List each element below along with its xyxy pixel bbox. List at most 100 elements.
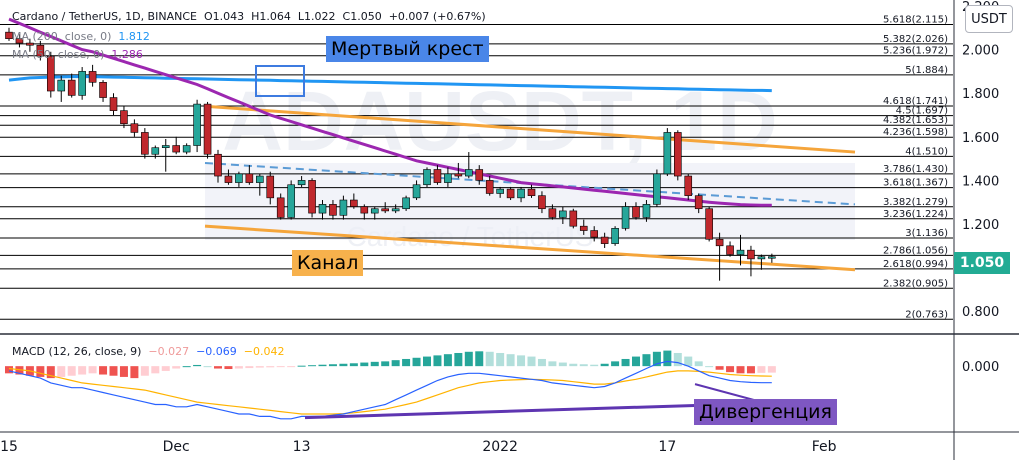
candle-body [423, 169, 431, 186]
macd-hist-bar [517, 355, 526, 367]
ma200-legend[interactable]: MA (200, close, 0) 1.812 [12, 30, 150, 43]
candle-body [5, 31, 13, 39]
candle-body [339, 199, 348, 216]
candle-body [736, 249, 745, 255]
macd-hist-bar [475, 351, 484, 367]
fib-level-label: 4.236(1.598) [883, 127, 948, 138]
candle-body [360, 206, 369, 214]
macd-hist-bar [611, 361, 620, 367]
macd-hist-bar [193, 364, 202, 367]
macd-hist-bar [454, 352, 463, 367]
candle-body [329, 204, 337, 216]
low-value: L1.022 [297, 10, 336, 23]
macd-hist-bar [705, 366, 714, 368]
candle-body [308, 180, 316, 214]
macd-hist-bar [632, 356, 640, 367]
x-tick-label: 2022 [482, 439, 518, 455]
macd-label: MACD (12, 26, close, 9) [12, 345, 142, 358]
fib-level-label: 3(1.136) [905, 228, 948, 239]
macd-hist-bar [381, 361, 390, 367]
y-tick-label: 1.200 [962, 218, 999, 233]
candle-body [412, 184, 421, 199]
macd-hist-bar [600, 363, 609, 367]
candle-body [370, 208, 379, 214]
macd-hist-bar [266, 366, 275, 368]
x-tick-label: Dec [163, 439, 190, 455]
macd-hist-bar [318, 364, 327, 367]
macd-hist-bar [15, 366, 24, 375]
candle-body [444, 173, 452, 183]
candle-body [235, 173, 243, 183]
macd-hist-bar [5, 366, 13, 374]
fib-level-label: 3.786(1.430) [883, 164, 948, 175]
candle-body [402, 197, 410, 210]
candle-body [611, 228, 619, 244]
x-tick-label: Feb [812, 439, 837, 455]
candle-body [46, 55, 55, 92]
macd-legend[interactable]: MACD (12, 26, close, 9) −0.027 −0.069 −0… [12, 345, 285, 358]
ma50-legend[interactable]: MA (50, close, 0) 1.286 [12, 48, 143, 61]
ma50-line [8, 17, 772, 207]
high-value: H1.064 [251, 10, 291, 23]
macd-hist-bar [57, 366, 66, 377]
channel-upper-line [204, 104, 856, 154]
candle-body [381, 208, 390, 212]
divergence-line [304, 401, 767, 420]
candle-body [454, 173, 463, 177]
candle-body [224, 175, 233, 183]
candle-body [36, 44, 45, 57]
macd-hist-bar [255, 366, 264, 368]
macd-hist-bar [402, 358, 411, 367]
macd-hist-bar [673, 352, 682, 367]
candle-body [433, 169, 442, 183]
ma200-label: MA (200, close, 0) [12, 30, 112, 43]
macd-hist-bar [433, 355, 442, 367]
macd-hist-bar [78, 366, 87, 375]
macd-hist-bar [370, 361, 379, 367]
candle-body [496, 188, 504, 194]
macd-hist-bar [88, 366, 97, 374]
candle-body [182, 145, 191, 153]
candle-body [67, 79, 76, 96]
ma200-value: 1.812 [118, 30, 150, 43]
death-cross-box [255, 65, 305, 97]
candle-body [109, 97, 118, 111]
macd-hist-bar [360, 362, 369, 367]
macd-signal-value: −0.042 [243, 345, 285, 358]
symbol-title[interactable]: Cardano / TetherUS, 1D, BINANCE [12, 10, 197, 23]
macd-hist-bar [99, 366, 108, 375]
fib-level-label: 5.382(2.026) [883, 34, 948, 45]
macd-hist-bar [214, 366, 222, 369]
macd-hist-bar [151, 366, 160, 374]
fib-level-label: 5.236(1.972) [883, 46, 948, 57]
candle-body [161, 145, 170, 149]
candle-body [130, 123, 139, 133]
fib-level-label: 3.382(1.279) [883, 197, 948, 208]
macd-hist-bar [746, 366, 755, 374]
candle-body [88, 71, 97, 83]
macd-hist-bar [726, 366, 735, 373]
chart-header: Cardano / TetherUS, 1D, BINANCE O1.043 H… [12, 10, 486, 23]
candle-body [214, 153, 222, 177]
candle-body [15, 38, 24, 44]
candle-body [485, 180, 494, 194]
candle-body [517, 188, 525, 199]
macd-hist-bar [443, 354, 452, 367]
candle-body [287, 184, 295, 218]
macd-hist-bar [308, 365, 317, 367]
candle-body [747, 249, 755, 260]
candle-body [527, 188, 536, 196]
fib-level-label: 5.618(2.115) [883, 15, 948, 26]
candle-body [663, 132, 672, 175]
fib-level-label: 2.786(1.056) [883, 245, 948, 256]
candle-body [684, 175, 693, 196]
macd-hist-bar [234, 366, 243, 369]
macd-hist-bar [172, 366, 181, 369]
candle-body [621, 206, 630, 229]
macd-hist-bar [203, 366, 212, 368]
fib-level-label: 5(1.884) [905, 65, 948, 76]
candle-body [57, 79, 66, 92]
macd-hist-bar [276, 366, 285, 368]
currency-button[interactable]: USDT [965, 5, 1013, 33]
